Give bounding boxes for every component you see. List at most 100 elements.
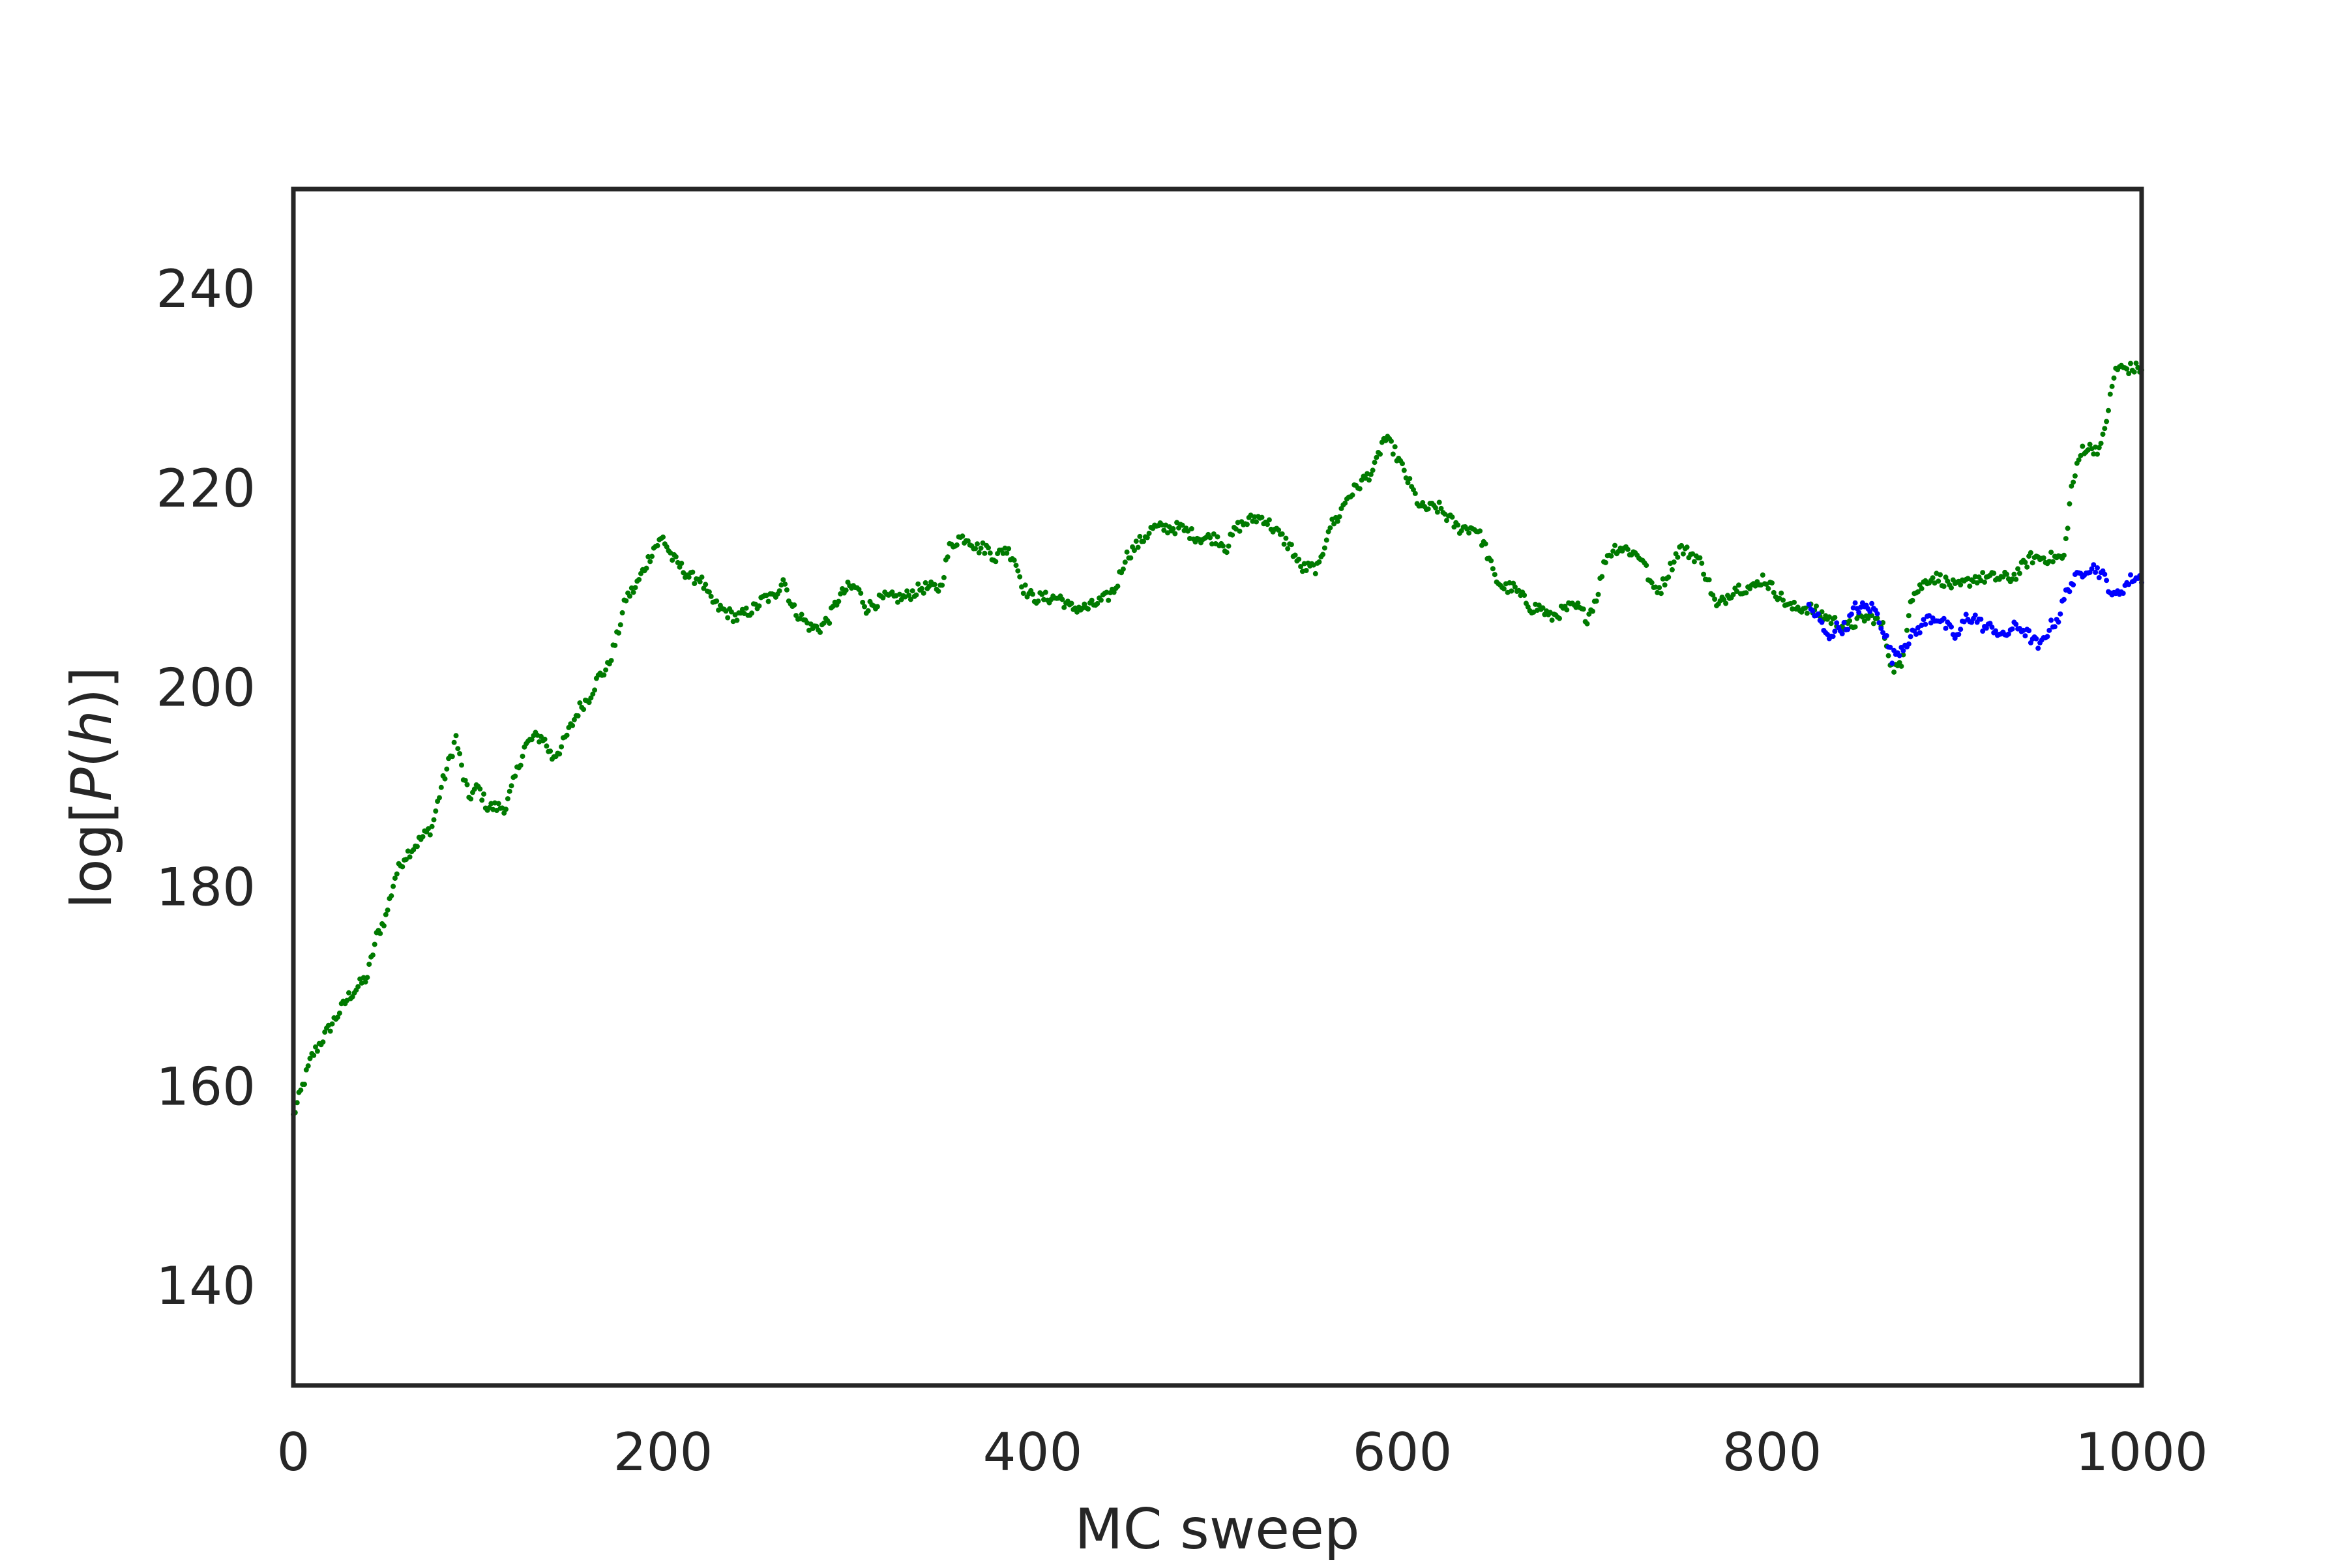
data-point xyxy=(681,570,686,576)
data-point xyxy=(1885,653,1891,658)
data-point xyxy=(1662,582,1668,588)
data-point xyxy=(976,550,982,555)
data-point xyxy=(1919,585,1925,591)
data-point xyxy=(2096,445,2102,451)
data-point xyxy=(1095,600,1100,606)
data-point xyxy=(1522,593,1528,598)
data-point xyxy=(442,776,448,782)
data-point xyxy=(1292,552,1298,558)
data-point xyxy=(355,984,361,990)
data-point xyxy=(361,975,366,981)
data-point xyxy=(364,975,370,981)
data-point xyxy=(1020,591,1026,596)
data-point xyxy=(1906,641,1912,647)
data-point xyxy=(1963,612,1969,617)
data-point xyxy=(1889,660,1895,666)
data-point xyxy=(1612,542,1617,548)
data-point xyxy=(2106,407,2111,413)
data-point xyxy=(1943,574,1949,580)
data-point xyxy=(660,534,666,540)
data-point xyxy=(1281,541,1287,547)
data-point xyxy=(690,569,696,575)
data-point xyxy=(1549,617,1555,623)
data-point xyxy=(776,588,782,594)
data-point xyxy=(1122,559,1128,565)
data-point xyxy=(1680,551,1686,557)
data-point xyxy=(782,581,788,587)
data-point xyxy=(1803,605,1808,611)
data-point xyxy=(1438,505,1444,511)
data-point xyxy=(2033,636,2039,642)
data-point xyxy=(1254,519,1259,525)
data-point xyxy=(1712,597,1718,602)
data-point xyxy=(1856,610,1862,615)
series-blue xyxy=(1806,562,2144,666)
data-point xyxy=(2098,441,2104,446)
data-point xyxy=(1466,530,1472,536)
data-point xyxy=(1106,597,1112,603)
data-point xyxy=(679,561,685,566)
data-point xyxy=(1000,550,1006,556)
data-point xyxy=(734,617,740,623)
data-point xyxy=(1780,597,1786,603)
data-point xyxy=(538,733,544,739)
data-point xyxy=(643,565,649,571)
data-point xyxy=(1765,585,1771,591)
data-point xyxy=(1279,531,1285,537)
data-point xyxy=(1943,625,1949,631)
data-point xyxy=(571,717,577,722)
data-point xyxy=(1852,600,1858,606)
data-point xyxy=(1477,528,1483,534)
data-point xyxy=(1861,618,1867,624)
data-point xyxy=(1958,582,1964,587)
data-point xyxy=(728,609,734,615)
data-point xyxy=(564,732,570,738)
data-point xyxy=(1880,620,1886,625)
data-point xyxy=(1405,480,1411,486)
data-point xyxy=(1930,575,1936,581)
data-point xyxy=(1061,604,1067,610)
data-point xyxy=(2093,569,2099,575)
data-point xyxy=(305,1063,311,1069)
data-point xyxy=(1980,570,1986,576)
data-point xyxy=(1321,545,1327,551)
data-point xyxy=(1444,518,1449,524)
y-tick-label: 240 xyxy=(156,259,256,319)
x-tick-labels: 0 200 400 600 800 1000 xyxy=(277,1422,2208,1483)
data-point xyxy=(431,817,437,823)
data-point xyxy=(1593,598,1599,604)
data-point xyxy=(2069,483,2074,489)
data-point xyxy=(1288,542,1294,548)
data-point xyxy=(2004,571,2009,577)
data-point xyxy=(1490,566,1496,572)
data-point xyxy=(1908,634,1913,640)
data-point xyxy=(1880,630,1886,636)
data-point xyxy=(2011,571,2017,577)
data-point xyxy=(2041,555,2046,561)
data-point xyxy=(453,733,459,739)
data-point xyxy=(1891,669,1897,675)
data-point xyxy=(1878,625,1884,631)
data-point xyxy=(362,979,368,985)
data-point xyxy=(986,545,991,551)
y-tick-label: 180 xyxy=(156,857,256,917)
data-point xyxy=(1224,550,1230,555)
data-point xyxy=(1906,613,1912,619)
data-point xyxy=(1590,608,1595,614)
data-point xyxy=(2058,611,2063,617)
data-point xyxy=(407,854,413,860)
data-point xyxy=(2052,624,2058,630)
data-point xyxy=(495,801,501,806)
x-tick-label: 0 xyxy=(277,1422,310,1483)
data-point xyxy=(2072,473,2078,479)
data-point xyxy=(2089,566,2095,572)
data-point xyxy=(1433,505,1438,510)
data-point xyxy=(303,1067,309,1072)
data-point xyxy=(919,585,924,591)
data-point xyxy=(1584,621,1590,627)
data-point xyxy=(1230,532,1235,538)
data-point xyxy=(1941,584,1947,589)
data-point xyxy=(1723,600,1729,606)
data-point xyxy=(1350,492,1355,498)
data-point xyxy=(2087,441,2093,447)
